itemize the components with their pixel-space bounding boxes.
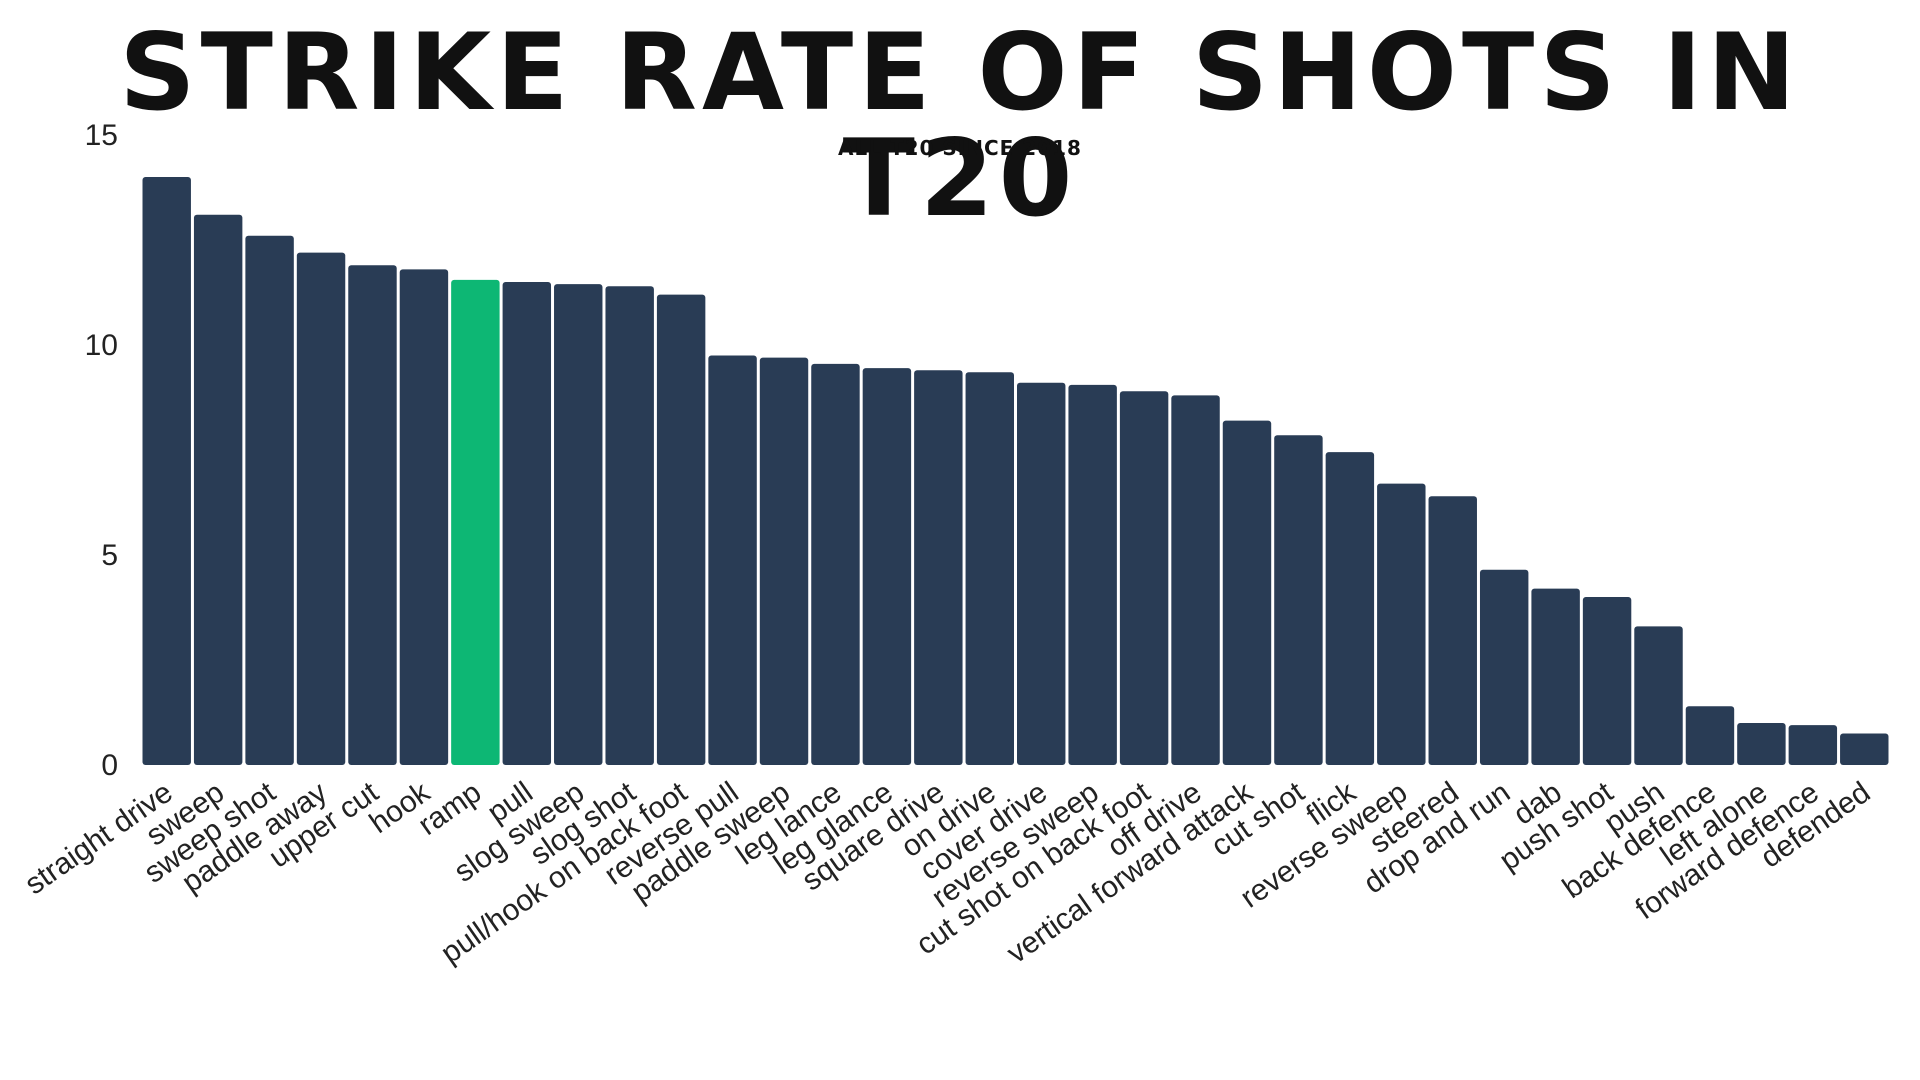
bar [451,279,500,765]
bar [1479,569,1529,765]
bar [759,357,809,765]
bar [1377,483,1426,765]
bar [296,252,346,766]
bar [1119,391,1169,765]
bar [1017,382,1066,765]
bar [708,355,757,765]
y-tick-label: 15 [85,119,118,152]
bar [502,282,552,765]
bar [1222,420,1272,765]
bar [811,363,860,765]
bar [1531,588,1580,765]
bar [656,294,706,765]
bar [1428,496,1477,765]
bar [965,372,1014,765]
bar [1274,435,1323,765]
bar [1840,733,1889,765]
bar [1788,725,1838,765]
bar [399,269,449,765]
bar [1582,597,1632,765]
bar [914,370,963,765]
y-tick-label: 0 [101,749,118,782]
bar [142,177,191,765]
bar [245,235,294,766]
bar [862,368,912,765]
bar [1068,384,1117,765]
bar [1325,452,1375,765]
bar [348,265,397,765]
bar [1685,706,1735,765]
y-tick-label: 5 [101,539,118,572]
bar [1171,395,1220,765]
y-axis: 0 5 10 15 [85,119,118,782]
bar [554,284,603,765]
chart-subtitle: All T20 since 2018 [838,136,1082,160]
y-tick-label: 10 [85,329,118,362]
bar [1737,723,1786,765]
bars [142,177,1889,766]
bar [1634,626,1683,765]
bar [605,286,654,765]
bar [193,214,243,766]
chart-title: Strike Rate of Shots in T20 [119,11,1801,240]
